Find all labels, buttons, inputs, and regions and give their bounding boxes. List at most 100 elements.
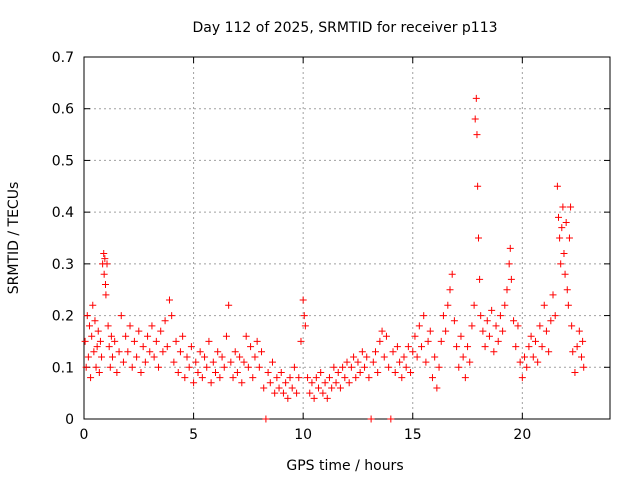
grid xyxy=(84,57,610,419)
data-point xyxy=(433,384,441,392)
data-point xyxy=(380,353,388,361)
data-point xyxy=(521,353,529,361)
data-point xyxy=(409,348,417,356)
data-point xyxy=(393,343,401,351)
data-point xyxy=(323,394,331,402)
data-point xyxy=(459,353,467,361)
data-point xyxy=(435,363,443,371)
data-point xyxy=(534,358,542,366)
data-point xyxy=(90,348,98,356)
data-point xyxy=(212,368,219,376)
data-point xyxy=(240,358,248,366)
data-point xyxy=(367,415,375,423)
data-point xyxy=(102,291,110,299)
data-point xyxy=(282,379,290,387)
data-point xyxy=(319,389,327,397)
y-tick-label: 0.7 xyxy=(52,50,74,66)
data-point xyxy=(258,348,266,356)
data-point xyxy=(181,374,189,382)
data-point xyxy=(137,368,145,376)
data-point xyxy=(190,379,198,387)
data-point xyxy=(527,332,535,340)
data-point xyxy=(564,301,572,309)
data-point xyxy=(352,374,360,382)
data-point xyxy=(187,343,195,351)
data-point xyxy=(198,374,206,382)
data-point xyxy=(354,358,362,366)
data-point xyxy=(295,374,303,382)
data-point xyxy=(315,384,323,392)
data-point xyxy=(516,358,524,366)
axis-ticks: 0 0.1 0.2 0.3 0.4 0.5 0.6 0.7 0 5 10 15 20 xyxy=(52,50,610,443)
data-point xyxy=(107,332,115,340)
data-point xyxy=(529,353,537,361)
data-point xyxy=(92,363,100,371)
data-point xyxy=(525,343,533,351)
data-point xyxy=(183,353,191,361)
data-point xyxy=(91,317,99,325)
data-point xyxy=(194,368,202,376)
data-point xyxy=(547,317,555,325)
data-point xyxy=(176,348,184,356)
data-point xyxy=(124,348,132,356)
data-point xyxy=(422,358,430,366)
data-point xyxy=(578,353,586,361)
data-point xyxy=(273,374,281,382)
data-point xyxy=(214,348,222,356)
data-point xyxy=(89,301,97,309)
data-point xyxy=(301,322,309,330)
data-point xyxy=(569,348,577,356)
data-point xyxy=(119,358,127,366)
data-point xyxy=(396,358,404,366)
x-tick-label: 20 xyxy=(513,427,531,443)
data-point xyxy=(563,286,571,294)
data-point xyxy=(236,353,244,361)
data-point xyxy=(83,312,91,320)
data-point xyxy=(264,368,272,376)
x-tick-label: 15 xyxy=(404,427,422,443)
data-point xyxy=(100,270,108,278)
data-point xyxy=(126,322,134,330)
data-point xyxy=(466,358,474,366)
data-point xyxy=(424,337,432,345)
data-point xyxy=(95,368,103,376)
data-point xyxy=(464,343,472,351)
y-axis-label: SRMTID / TECUs xyxy=(6,182,22,295)
data-point xyxy=(540,301,548,309)
x-tick-label: 10 xyxy=(294,427,312,443)
data-point xyxy=(81,337,89,345)
data-point xyxy=(300,312,308,320)
data-point xyxy=(426,327,434,335)
data-point xyxy=(400,353,408,361)
data-point xyxy=(244,363,252,371)
data-point xyxy=(477,312,485,320)
data-point xyxy=(253,337,261,345)
data-point xyxy=(284,394,292,402)
data-point xyxy=(580,363,588,371)
data-points xyxy=(81,94,588,423)
x-axis-label: GPS time / hours xyxy=(286,458,403,474)
x-tick-label: 0 xyxy=(80,427,89,443)
data-point xyxy=(117,312,125,320)
data-point xyxy=(356,368,364,376)
data-point xyxy=(448,270,456,278)
data-point xyxy=(185,363,193,371)
data-point xyxy=(104,322,112,330)
data-point xyxy=(358,348,366,356)
y-tick-label: 0.2 xyxy=(52,309,74,325)
data-point xyxy=(347,363,355,371)
data-point xyxy=(238,379,246,387)
data-point xyxy=(279,389,287,397)
data-point xyxy=(157,327,165,335)
data-point xyxy=(389,348,397,356)
data-point xyxy=(418,343,426,351)
data-point xyxy=(474,182,482,190)
data-point xyxy=(103,260,111,268)
data-point xyxy=(306,389,314,397)
data-point xyxy=(203,363,211,371)
data-point xyxy=(299,296,307,304)
data-point xyxy=(514,322,522,330)
data-point xyxy=(471,115,479,123)
data-point xyxy=(106,363,114,371)
data-point xyxy=(361,363,369,371)
